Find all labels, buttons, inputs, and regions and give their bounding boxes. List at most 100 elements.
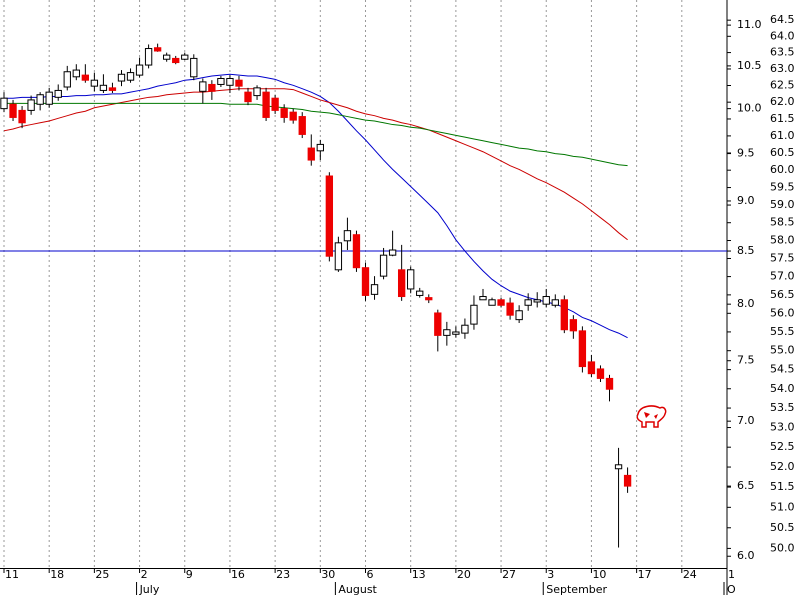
candle-body [623,474,632,487]
candle-body [117,73,126,82]
y-tick-label: 7.5 [737,354,755,367]
candle [9,99,17,121]
y-tick-label: 9.5 [737,147,755,160]
candle-body [388,249,397,256]
candle [488,297,496,306]
candle [18,106,26,129]
y-tick-label: 63.0 [770,62,795,75]
candle [334,236,343,272]
candle-body [614,464,623,470]
y-tick-label: 10.5 [737,59,762,72]
candle-body [551,299,559,306]
candle-body [199,81,207,92]
candle [343,217,352,251]
candle [144,44,153,69]
candle [434,309,442,352]
candle [99,74,108,94]
candle-body [262,91,270,118]
candle [235,75,243,91]
y-tick-label: 61.0 [770,129,795,142]
candle [271,94,279,114]
y-tick-label: 64.0 [770,29,795,42]
candle [352,230,361,272]
average-line [3,88,628,241]
candle-body [244,91,252,103]
candle-body [253,87,261,97]
candle-body [425,297,433,301]
candle-body [370,284,379,295]
y-tick-label: 54.0 [770,382,795,395]
x-tick-label: 20 [457,568,471,581]
candle [578,326,587,373]
x-tick-label: 27 [502,568,516,581]
candle-body [497,299,505,306]
candle-body [434,312,442,336]
candle [199,78,207,104]
candle [533,292,541,308]
candle [190,54,198,81]
candle-body [163,54,171,60]
y-tick-label: 55.5 [770,325,795,338]
candle-body [18,109,26,124]
candle-body [352,234,361,269]
y-tick-label: 61.5 [770,112,795,125]
candle [379,247,388,280]
y-tick-label: 55.0 [770,344,795,357]
candle [153,43,162,52]
x-tick-label: 17 [638,568,652,581]
candle [316,139,324,161]
x-tick-label: 2 [141,568,148,581]
candle-body [407,269,415,290]
x-tick-label: 24 [683,568,697,581]
y-tick-label: 57.0 [770,270,795,283]
candle-body [506,302,514,316]
candle [470,295,478,330]
y-tick-label: 59.0 [770,198,795,211]
candle [117,70,126,87]
x-tick-label: 16 [231,568,245,581]
x-tick-label: 11 [5,568,19,581]
candle-body [181,54,189,60]
y-tick-label: 56.0 [770,306,795,319]
x-tick-label: 1 [728,568,735,581]
candle [388,230,397,257]
candle-body [81,74,90,81]
candle-body [316,143,324,152]
month-label: September [546,583,607,595]
y-tick-label: 62.5 [770,79,795,92]
y-tick-label: 6.5 [737,479,755,492]
x-tick-label: 10 [592,568,606,581]
month-label: August [338,583,377,595]
candle-body [361,267,370,296]
candle-body [416,290,424,296]
candle-body [190,57,198,78]
x-tick-label: 30 [321,568,335,581]
candle-body [569,319,578,332]
y-tick-label: 52.0 [770,460,795,473]
candle [27,95,35,115]
y-tick-label: 8.5 [737,244,755,257]
candle [407,266,415,294]
candle-body [343,230,352,242]
candle [524,293,532,311]
candle-body [488,299,496,306]
candle [416,287,424,298]
candle [397,244,406,301]
average-line [4,102,628,167]
y-tick-label: 60.5 [770,146,795,159]
x-tick-label: 9 [186,568,193,581]
y-tick-label: 58.5 [770,216,795,229]
y-tick-label: 50.0 [770,541,795,554]
candle [560,295,568,334]
candle [461,318,469,339]
candle-body [578,330,587,368]
x-tick-label: 25 [95,568,109,581]
y-tick-label: 51.5 [770,480,795,493]
month-label: O [727,583,736,595]
candle-body [605,377,614,390]
candle [307,134,315,166]
y-tick-label: 63.5 [770,46,795,59]
candle [479,288,487,301]
candle [90,72,99,92]
candle [497,297,505,308]
